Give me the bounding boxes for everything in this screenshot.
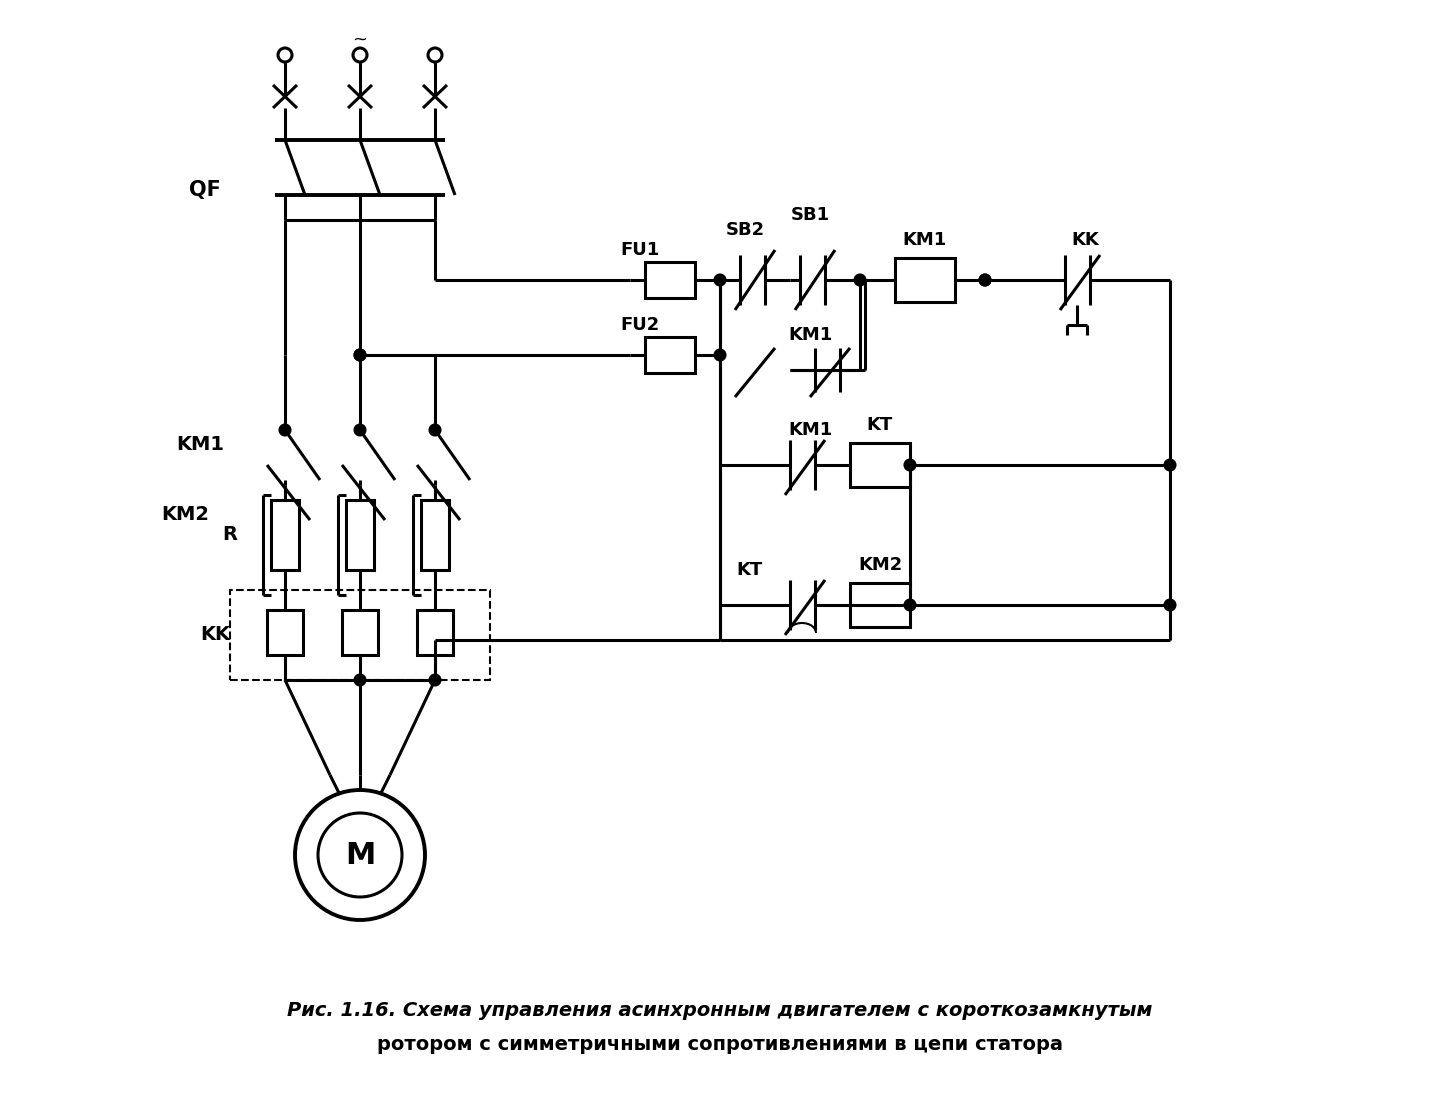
Text: KM2: KM2 — [858, 556, 901, 574]
Circle shape — [356, 675, 364, 685]
Text: FU1: FU1 — [621, 241, 660, 259]
Text: KM1: KM1 — [788, 326, 832, 344]
Text: KT: KT — [737, 560, 763, 579]
Bar — [266, 610, 302, 655]
Circle shape — [904, 460, 914, 470]
Text: SB2: SB2 — [726, 221, 765, 238]
Text: QF: QF — [189, 180, 220, 200]
Circle shape — [318, 813, 402, 897]
Circle shape — [904, 600, 914, 610]
Text: FU2: FU2 — [621, 317, 660, 334]
Circle shape — [279, 425, 289, 435]
Text: Рис. 1.16. Схема управления асинхронным двигателем с короткозамкнутым: Рис. 1.16. Схема управления асинхронным … — [287, 1000, 1153, 1020]
Bar — [271, 500, 300, 570]
Circle shape — [278, 48, 292, 62]
Circle shape — [431, 675, 441, 685]
Circle shape — [356, 425, 364, 435]
Text: KM2: KM2 — [161, 506, 209, 524]
Text: KT: KT — [867, 417, 893, 434]
Bar — [645, 262, 696, 298]
Bar — [346, 500, 374, 570]
Circle shape — [353, 48, 367, 62]
Text: KM1: KM1 — [788, 421, 832, 439]
Bar — [420, 500, 449, 570]
Circle shape — [716, 275, 724, 285]
Bar — [896, 258, 955, 302]
Circle shape — [428, 48, 442, 62]
Bar — [230, 590, 490, 680]
Text: KM1: KM1 — [176, 435, 225, 455]
Bar — [418, 610, 454, 655]
Circle shape — [356, 349, 364, 360]
Circle shape — [1165, 600, 1175, 610]
Circle shape — [981, 275, 991, 285]
Circle shape — [981, 275, 991, 285]
Bar — [645, 337, 696, 373]
Text: ~: ~ — [353, 31, 367, 49]
Text: KK: KK — [1071, 231, 1099, 249]
Text: ротором с симметричными сопротивлениями в цепи статора: ротором с симметричными сопротивлениями … — [377, 1035, 1063, 1055]
Circle shape — [1165, 460, 1175, 470]
Text: KK: KK — [200, 625, 230, 644]
Circle shape — [855, 275, 865, 285]
Circle shape — [716, 349, 724, 360]
Circle shape — [356, 349, 364, 360]
Text: R: R — [223, 525, 238, 544]
Bar — [850, 443, 910, 487]
Circle shape — [431, 425, 441, 435]
Circle shape — [295, 790, 425, 920]
Text: KM1: KM1 — [903, 231, 948, 249]
Bar — [850, 582, 910, 628]
Text: M: M — [344, 841, 376, 869]
Text: SB1: SB1 — [791, 206, 829, 224]
Bar — [343, 610, 377, 655]
